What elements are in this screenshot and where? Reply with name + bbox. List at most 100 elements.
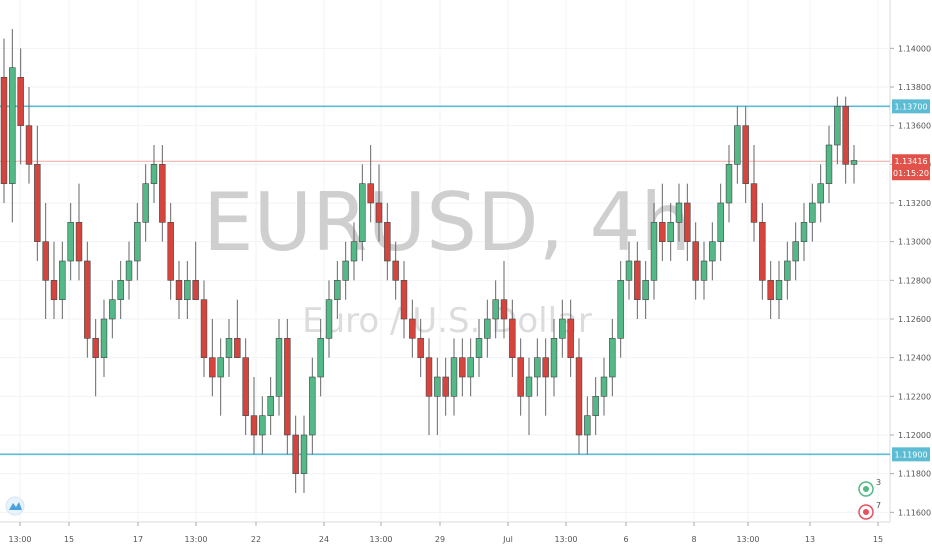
candle-body — [250, 415, 258, 436]
candle-body — [442, 376, 449, 397]
candle-body — [750, 183, 758, 223]
candle-body — [492, 299, 499, 320]
candle-body — [625, 260, 633, 281]
candle-body — [34, 164, 41, 242]
candle-body — [775, 280, 783, 300]
y-tick-label: 1.12400 — [898, 354, 931, 363]
symbol-watermark: EURUSD, 4h — [203, 176, 691, 269]
candle-body — [575, 357, 583, 436]
x-tick-label: 13:00 — [184, 535, 207, 544]
candle-body — [450, 357, 458, 397]
candle-body — [842, 106, 849, 165]
candle-body — [717, 202, 724, 242]
indicator-icons[interactable]: 37 — [858, 478, 881, 520]
tradingview-logo-icon[interactable] — [5, 496, 25, 516]
candle-body — [725, 164, 733, 204]
candle-body — [700, 260, 708, 281]
candle-body — [659, 222, 666, 242]
price-axis[interactable]: 1.11600 1.11800 1.12000 1.12200 1.12400 1.126… — [890, 44, 931, 517]
candle-body — [67, 222, 74, 262]
candle-body — [342, 260, 349, 281]
level-price-tag — [892, 447, 930, 462]
x-tick-label: 13:00 — [736, 535, 759, 544]
candle-body — [425, 357, 433, 397]
candle-body — [267, 396, 274, 416]
candle-body — [734, 125, 741, 165]
candle-body — [550, 338, 558, 378]
candle-body — [634, 260, 641, 300]
candle-body — [350, 241, 358, 262]
candle-body — [650, 222, 658, 281]
x-tick-label: 24 — [319, 535, 329, 544]
candle-body — [534, 357, 541, 378]
x-tick-label: 13:00 — [8, 535, 31, 544]
candle-body — [367, 183, 374, 204]
candle-body — [359, 183, 366, 242]
candle-body — [50, 280, 58, 300]
candle-body — [417, 338, 424, 358]
indicator-icon[interactable]: 7 — [858, 501, 881, 520]
candle-body — [192, 280, 199, 300]
candle-body — [475, 338, 483, 358]
candle-body — [409, 318, 416, 339]
y-tick-label: 1.13200 — [898, 199, 931, 208]
candle-body — [84, 260, 91, 339]
candle-body — [459, 357, 466, 378]
candle-body — [617, 280, 624, 339]
y-tick-label: 1.11600 — [898, 508, 931, 517]
candle-body — [317, 338, 324, 378]
candle-body — [100, 318, 108, 358]
candle-body — [17, 77, 24, 126]
candle-body — [850, 160, 858, 165]
candle-body — [184, 280, 191, 300]
candle-body — [0, 77, 8, 184]
x-tick-label: Jul — [502, 535, 513, 544]
indicator-count: 7 — [876, 501, 881, 510]
candle-body — [125, 260, 133, 281]
candle-body — [584, 415, 591, 436]
candle-body — [92, 338, 99, 358]
candle-body — [792, 241, 799, 262]
candle-body — [225, 338, 233, 358]
candle-body — [609, 338, 616, 378]
candle-body — [167, 222, 174, 281]
candle-body — [384, 222, 391, 262]
candle-body — [834, 106, 841, 146]
candle-body — [434, 376, 441, 397]
candle-body — [484, 318, 491, 339]
y-tick-label: 1.12600 — [898, 315, 931, 324]
candle-body — [809, 202, 816, 223]
candle-body — [159, 164, 166, 223]
x-tick-label: 8 — [691, 535, 696, 544]
x-tick-label: 13 — [805, 535, 815, 544]
time-axis[interactable]: 13:00 15 17 13:00 22 24 13:00 29 Jul 13:00 6 8 13:00… — [8, 522, 883, 544]
candle-body — [467, 357, 474, 378]
candle-body — [742, 125, 749, 184]
candle-body — [800, 222, 808, 242]
candle-body — [325, 299, 333, 339]
candle-body — [517, 357, 524, 397]
candle-body — [567, 318, 574, 358]
indicator-icon[interactable]: 3 — [858, 478, 881, 497]
candle-body — [284, 338, 291, 436]
candle-body — [817, 183, 824, 204]
y-tick-label: 1.12800 — [898, 276, 931, 285]
watermark-interval: 4h — [589, 176, 691, 269]
candle-body — [559, 318, 566, 339]
x-tick-label: 17 — [133, 535, 143, 544]
candle-body — [684, 202, 691, 242]
horizontal-lines[interactable] — [0, 105, 890, 456]
candle-body — [259, 415, 266, 436]
candle-body — [525, 376, 533, 397]
x-tick-label: 22 — [251, 535, 261, 544]
x-tick-label: 13:00 — [554, 535, 577, 544]
x-tick-label: 29 — [435, 535, 445, 544]
candle-body — [667, 222, 674, 242]
level-price-label: 1.11900 — [894, 450, 927, 459]
candle-body — [109, 299, 116, 320]
indicator-dot — [863, 486, 869, 492]
level-price-tag — [892, 99, 930, 114]
candle-body — [334, 280, 341, 300]
candle-body — [600, 376, 608, 397]
